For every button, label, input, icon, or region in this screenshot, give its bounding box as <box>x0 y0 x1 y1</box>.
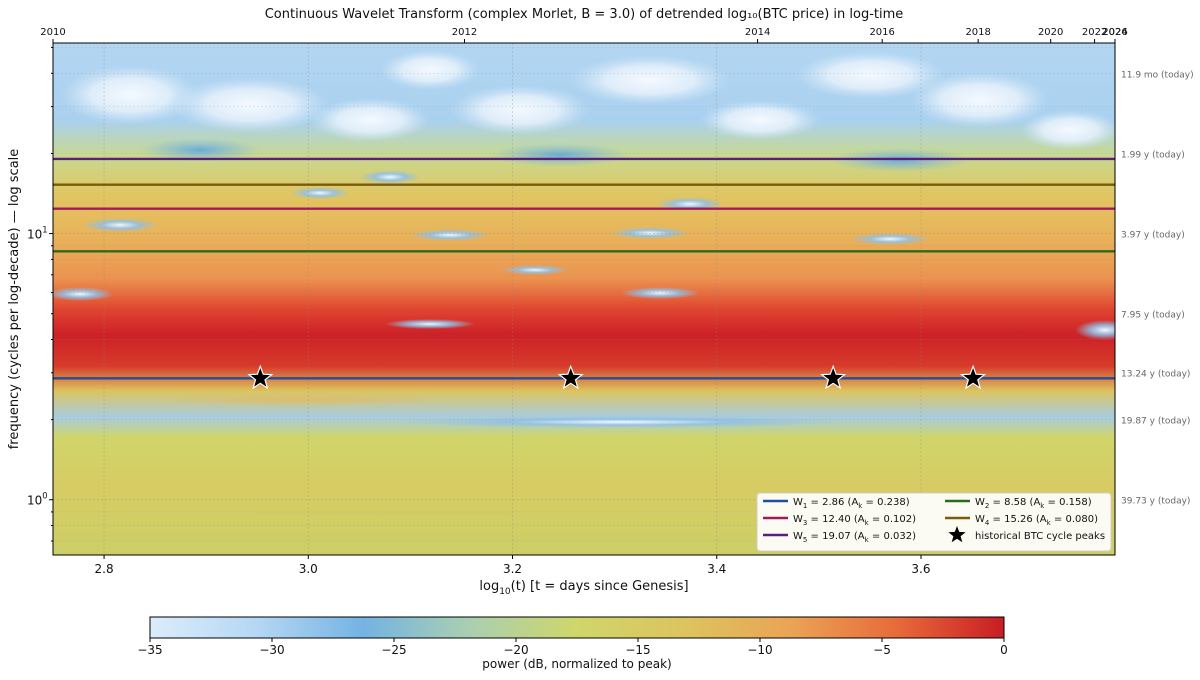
series-lines <box>53 157 1115 380</box>
legend-entry-w2: W2 = 8.58 (Ak = 0.158) <box>975 497 1092 510</box>
x-axis-label: log10(t) [t = days since Genesis] <box>479 579 688 597</box>
legend: W1 = 2.86 (Ak = 0.238) W3 = 12.40 (Ak = 0… <box>756 492 1112 552</box>
legend-entry-w4: W4 = 15.26 (Ak = 0.080) <box>975 514 1098 527</box>
top-tick-label: 2024 <box>1102 27 1127 38</box>
legend-entry-peaks: historical BTC cycle peaks <box>975 531 1105 542</box>
colorbar-tick-label: −5 <box>873 643 891 657</box>
colorbar-tick-label: −10 <box>747 643 772 657</box>
legend-entry-w5: W5 = 19.07 (Ak = 0.032) <box>793 531 916 544</box>
peak-star-3 <box>820 364 847 390</box>
heatmap-layer <box>53 43 1115 555</box>
y-tick-label: 100 <box>27 491 48 508</box>
colorbar-tick-label: −30 <box>259 643 284 657</box>
right-period-labels: 11.9 mo (today) 1.99 y (today) 3.97 y (tod… <box>1121 70 1194 506</box>
period-label: 3.97 y (today) <box>1121 231 1185 241</box>
legend-entry-w1: W1 = 2.86 (Ak = 0.238) <box>793 497 910 510</box>
x-tick-label: 3.0 <box>299 562 318 576</box>
colorbar-tick-label: −35 <box>137 643 162 657</box>
period-label: 13.24 y (today) <box>1121 370 1190 380</box>
top-tick-label: 2020 <box>1038 27 1063 38</box>
period-label: 7.95 y (today) <box>1121 311 1185 321</box>
colorbar-tick-label: −25 <box>381 643 406 657</box>
x-tick-label: 2.8 <box>95 562 114 576</box>
x-axis: 2.8 3.0 3.2 3.4 3.6 <box>95 555 931 576</box>
y-axis: 100 101 <box>27 47 53 542</box>
period-label: 11.9 mo (today) <box>1121 70 1194 80</box>
colorbar-tick-label: −15 <box>625 643 650 657</box>
period-label: 39.73 y (today) <box>1121 497 1190 507</box>
top-tick-label: 2026 <box>1102 27 1127 38</box>
peak-star-4 <box>959 364 987 390</box>
top-tick-label: 2018 <box>965 27 990 38</box>
heatmap-texture <box>53 50 1115 428</box>
legend-box <box>756 492 1112 552</box>
peak-star-2 <box>557 364 584 390</box>
top-tick-label: 2012 <box>452 27 477 38</box>
period-label: 19.87 y (today) <box>1121 417 1190 427</box>
x-tick-label: 3.6 <box>911 562 930 576</box>
top-tick-label: 2014 <box>745 27 770 38</box>
y-axis-label: frequency (cycles per log-decade) — log … <box>7 149 22 450</box>
legend-entry-w3: W3 = 12.40 (Ak = 0.102) <box>793 514 916 527</box>
peak-star-1 <box>247 364 274 390</box>
period-label: 1.99 y (today) <box>1121 150 1185 160</box>
colorbar-tick-label: 0 <box>1000 643 1008 657</box>
top-tick-label: 2016 <box>869 27 894 38</box>
colorbar-label: power (dB, normalized to peak) <box>482 657 671 671</box>
peak-markers <box>247 364 987 390</box>
y-tick-label: 101 <box>27 225 48 242</box>
chart-title: Continuous Wavelet Transform (complex Mo… <box>265 7 904 22</box>
x-tick-label: 3.4 <box>707 562 726 576</box>
grid-lines <box>53 43 1115 555</box>
colorbar: −35 −30 −25 −20 −15 −10 −5 0 <box>137 616 1008 657</box>
plot-frame <box>52 42 1116 556</box>
top-tick-label: 2022 <box>1082 27 1107 38</box>
top-tick-label: 2010 <box>40 27 65 38</box>
legend-star-icon <box>948 526 966 543</box>
colorbar-ramp <box>149 616 1005 639</box>
x-tick-label: 3.2 <box>503 562 522 576</box>
colorbar-tick-label: −20 <box>503 643 528 657</box>
